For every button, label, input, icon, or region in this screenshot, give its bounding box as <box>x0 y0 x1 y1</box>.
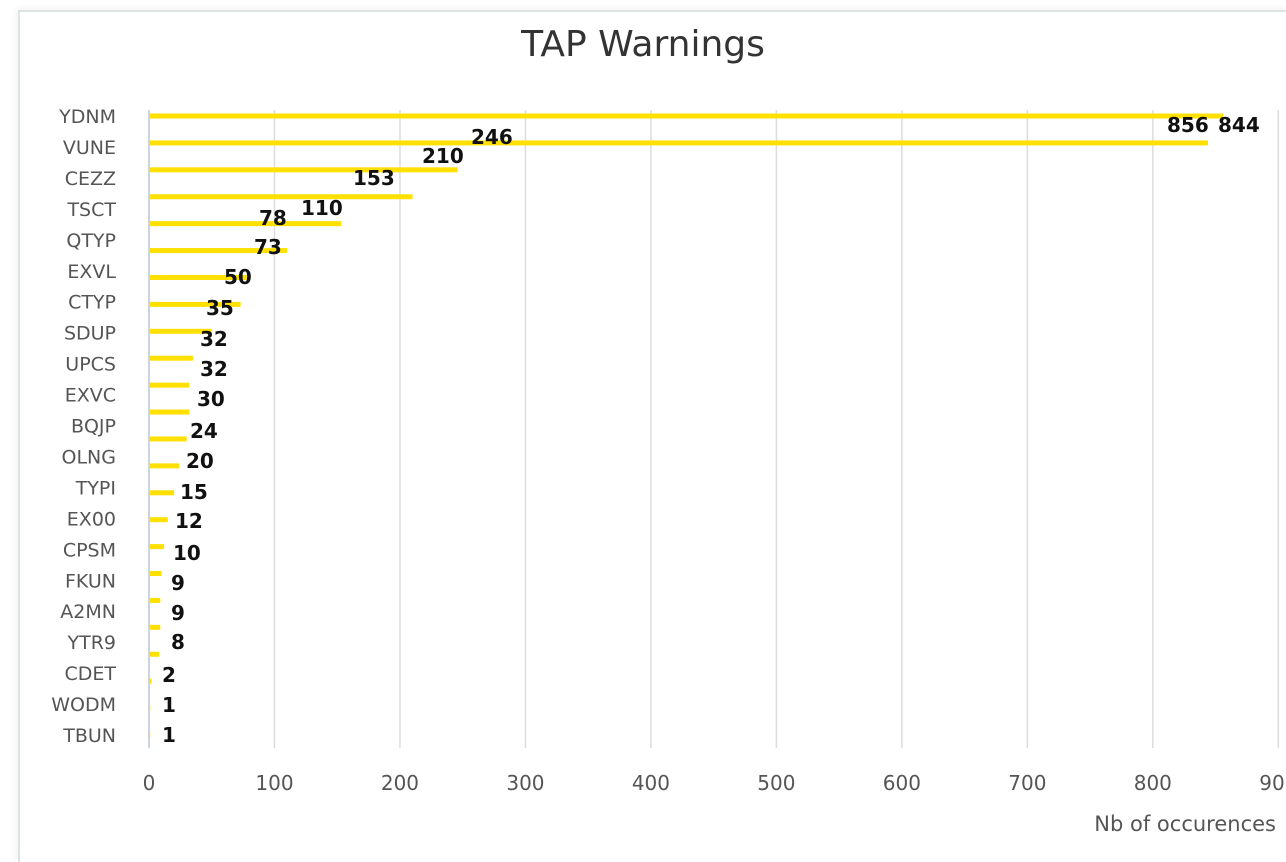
data-label: 8 <box>171 630 185 654</box>
bar <box>149 113 1224 119</box>
category-label: TSCT <box>66 199 116 221</box>
x-tick-label: 0 <box>143 771 156 795</box>
data-label: 1 <box>162 723 176 747</box>
bar <box>149 221 341 227</box>
x-tick-label: 100 <box>255 771 293 795</box>
data-label: 78 <box>259 206 287 230</box>
x-tick-label: 700 <box>1008 771 1046 795</box>
data-label: 210 <box>422 144 464 168</box>
data-label: 32 <box>200 357 228 381</box>
bar <box>149 274 247 280</box>
data-label: 153 <box>353 166 395 190</box>
data-label: 110 <box>301 196 343 220</box>
bar <box>149 167 458 173</box>
category-label: A2MN <box>60 601 116 623</box>
category-label: EXVC <box>65 385 116 407</box>
bar <box>149 517 168 523</box>
category-label: TYPI <box>75 477 116 499</box>
category-label: EXVL <box>67 261 116 283</box>
x-tick-label: 400 <box>632 771 670 795</box>
bar <box>149 463 180 469</box>
category-label: FKUN <box>65 570 116 592</box>
category-label: OLNG <box>62 446 116 468</box>
bar <box>149 705 151 711</box>
bar <box>149 436 187 442</box>
data-label: 844 <box>1218 113 1260 137</box>
data-label: 246 <box>471 125 513 149</box>
category-label: BQJP <box>71 416 116 438</box>
bar <box>149 355 193 361</box>
category-label: WODM <box>51 694 116 716</box>
chart-panel <box>18 10 1286 862</box>
bar <box>149 544 165 550</box>
bar <box>149 597 161 603</box>
x-axis-title: Nb of occurences <box>1094 812 1276 836</box>
data-label: 73 <box>254 235 282 259</box>
category-label: YDNM <box>58 106 116 128</box>
x-tick-label: 200 <box>381 771 419 795</box>
bar <box>149 328 212 334</box>
data-label: 9 <box>171 601 185 625</box>
bar <box>149 571 162 577</box>
data-label: 12 <box>175 509 203 533</box>
bar <box>149 382 190 388</box>
bar <box>149 140 1209 146</box>
data-label: 20 <box>186 449 214 473</box>
category-label: CDET <box>64 663 116 685</box>
data-label: 24 <box>190 419 218 443</box>
data-label: 35 <box>206 296 234 320</box>
data-label: 15 <box>180 480 208 504</box>
x-tick-label: 600 <box>883 771 921 795</box>
data-label: 50 <box>224 265 252 289</box>
category-label: CPSM <box>63 539 116 561</box>
chart-title: TAP Warnings <box>521 24 765 65</box>
x-tick-label: 900 <box>1259 771 1286 795</box>
x-tick-label: 300 <box>506 771 544 795</box>
x-tick-label: 500 <box>757 771 795 795</box>
bar <box>149 248 288 254</box>
category-label: CEZZ <box>65 168 116 190</box>
data-label: 30 <box>197 387 225 411</box>
data-label: 10 <box>173 541 201 565</box>
bar <box>149 409 190 415</box>
bar <box>149 194 413 200</box>
category-label: TBUN <box>62 725 116 747</box>
data-label: 32 <box>200 327 228 351</box>
bar <box>149 490 175 496</box>
bar <box>149 301 241 307</box>
data-label: 856 <box>1167 113 1209 137</box>
category-label: YTR9 <box>66 632 116 654</box>
category-label: EX00 <box>67 508 116 530</box>
category-label: VUNE <box>63 137 116 159</box>
data-label: 2 <box>162 663 176 687</box>
bar <box>149 624 161 630</box>
bar <box>149 732 151 738</box>
data-label: 1 <box>162 693 176 717</box>
category-label: UPCS <box>65 354 116 376</box>
category-label: SDUP <box>64 323 116 345</box>
bar <box>149 678 152 684</box>
data-label: 9 <box>171 571 185 595</box>
x-tick-label: 800 <box>1134 771 1172 795</box>
category-label: CTYP <box>68 292 116 314</box>
bar <box>149 651 160 657</box>
category-label: QTYP <box>66 230 116 252</box>
